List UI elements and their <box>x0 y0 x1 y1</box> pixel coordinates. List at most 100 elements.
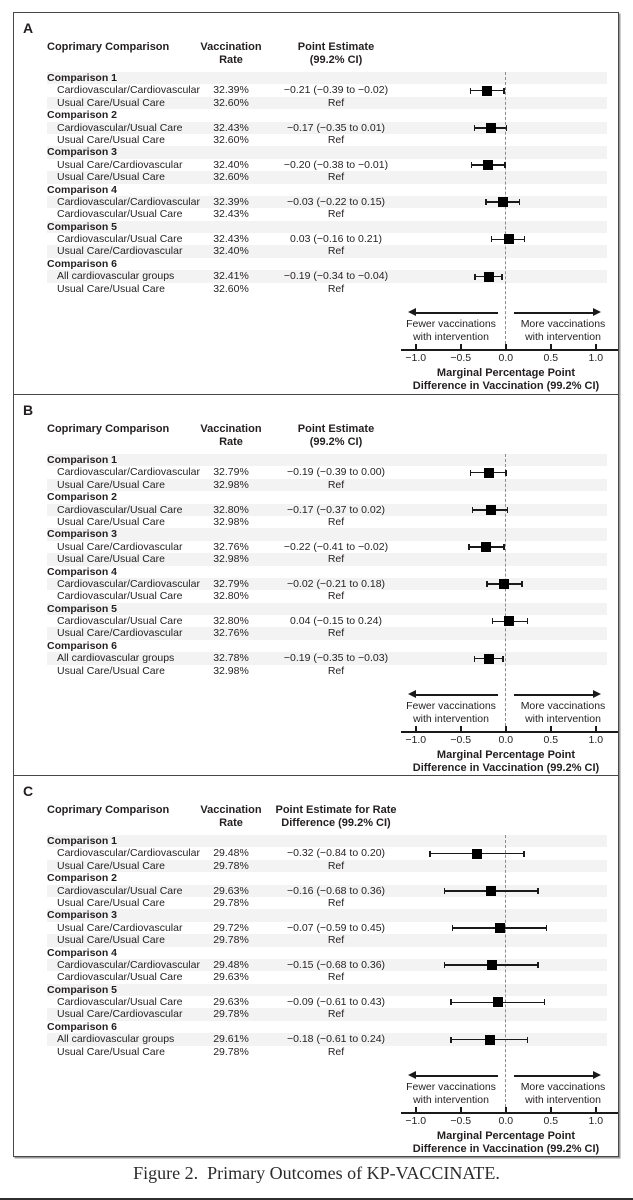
vaccination-rate: 32.80% <box>213 503 249 516</box>
vaccination-rate: 29.78% <box>213 1045 249 1058</box>
group-header-label: Comparison 4 <box>47 565 118 578</box>
x-axis-title-line1: Marginal Percentage Point <box>436 749 576 761</box>
vaccination-rate: 29.78% <box>213 859 249 872</box>
group-header-row: Comparison 2 <box>47 109 607 121</box>
vaccination-rate: 29.61% <box>213 1033 249 1046</box>
comparison-label: Cardiovascular/Usual Care <box>57 615 183 628</box>
group-header-label: Comparison 5 <box>47 602 118 615</box>
comparison-label: Cardiovascular/Usual Care <box>57 121 183 134</box>
fewer-vaccinations-label-line1: Fewer vaccinations <box>406 1081 496 1093</box>
axis-tick-label: −0.5 <box>450 1115 472 1127</box>
x-axis-title-line2: Difference in Vaccination (99.2% CI) <box>412 762 600 774</box>
table-row: Usual Care/Usual Care 32.60% Ref <box>47 134 607 146</box>
table-row: Cardiovascular/Usual Care 29.63% Ref <box>47 971 607 983</box>
comparison-label: Usual Care/Usual Care <box>57 553 165 566</box>
comparison-label: Usual Care/Cardiovascular <box>57 158 183 171</box>
panel: A Coprimary Comparison Vaccination Rate … <box>14 13 618 394</box>
group-header-row: Comparison 4 <box>47 566 607 578</box>
more-direction-line <box>514 1075 595 1077</box>
bottom-rule <box>0 1197 633 1200</box>
column-header-rate: Vaccination Rate <box>186 423 276 449</box>
vaccination-rate: 32.98% <box>213 664 249 677</box>
axis-tick-label: −1.0 <box>405 352 427 364</box>
group-header-label: Comparison 1 <box>47 72 118 84</box>
fewer-vaccinations-label-line2: with intervention <box>413 1093 489 1106</box>
point-estimate: Ref <box>327 590 345 603</box>
axis-tick-label: 0.5 <box>543 734 559 746</box>
comparison-label: Usual Care/Usual Care <box>57 1045 165 1058</box>
group-header-row: Comparison 1 <box>47 454 607 467</box>
table-row: Cardiovascular/Usual Care 32.80% 0.04 (−0.… <box>47 615 607 627</box>
comparison-label: Cardiovascular/Usual Care <box>57 996 183 1009</box>
comparison-label: Usual Care/Usual Care <box>57 478 165 491</box>
comparison-label: Cardiovascular/Usual Care <box>57 590 183 603</box>
group-header-row: Comparison 6 <box>47 1021 607 1033</box>
right-arrow-icon <box>593 1071 601 1080</box>
more-vaccinations-label-line1: More vaccinations <box>520 318 606 330</box>
table-row: Cardiovascular/Usual Care 32.43% −0.17 (−0… <box>47 121 607 134</box>
comparison-label: Cardiovascular/Cardiovascular <box>57 847 200 860</box>
vaccination-rate: 32.40% <box>213 245 249 258</box>
x-axis-title-line1: Marginal Percentage Point <box>436 367 576 379</box>
table-row: Cardiovascular/Cardiovascular 32.39% −0.03… <box>47 195 607 209</box>
group-header-label: Comparison 2 <box>47 872 118 885</box>
axis-tick <box>595 726 597 731</box>
fewer-vaccinations-label-line1: Fewer vaccinations <box>406 318 496 330</box>
comparison-table: Comparison 1 Cardiovascular/Cardiovascula… <box>47 72 607 295</box>
vaccination-rate: 32.79% <box>213 577 249 590</box>
x-axis-title: Marginal Percentage Point Difference in … <box>366 367 633 393</box>
axis-tick <box>505 726 507 731</box>
point-estimate: −0.09 (−0.61 to 0.43) <box>286 996 386 1009</box>
comparison-label: Cardiovascular/Cardiovascular <box>57 577 200 590</box>
axis-tick <box>415 1107 417 1112</box>
table-row: Usual Care/Usual Care 29.78% Ref <box>47 897 607 909</box>
vaccination-rate: 32.41% <box>213 270 249 283</box>
figure-caption-title: Primary Outcomes of KP-VACCINATE. <box>207 1163 500 1183</box>
point-estimate: −0.15 (−0.68 to 0.36) <box>286 958 386 971</box>
vaccination-rate: 29.63% <box>213 971 249 984</box>
table-row: Usual Care/Usual Care 32.60% Ref <box>47 96 607 110</box>
more-vaccinations-label-line1: More vaccinations <box>520 1081 606 1093</box>
point-estimate: Ref <box>327 553 345 566</box>
group-header-row: Comparison 4 <box>47 947 607 959</box>
group-header-label: Comparison 2 <box>47 109 118 122</box>
right-arrow-icon <box>593 690 601 699</box>
table-row: Cardiovascular/Usual Care 32.80% Ref <box>47 590 607 602</box>
point-estimate: Ref <box>327 282 345 295</box>
point-estimate: −0.17 (−0.37 to 0.02) <box>286 503 386 516</box>
comparison-table: Comparison 1 Cardiovascular/Cardiovascula… <box>47 835 607 1058</box>
axis-tick-label: 1.0 <box>588 734 604 746</box>
group-header-row: Comparison 4 <box>47 184 607 196</box>
group-header-label: Comparison 3 <box>47 909 118 922</box>
table-row: Usual Care/Usual Care 32.60% Ref <box>47 171 607 184</box>
fewer-direction-line <box>414 312 498 314</box>
group-header-label: Comparison 3 <box>47 146 118 159</box>
point-estimate: −0.02 (−0.21 to 0.18) <box>286 577 386 590</box>
comparison-label: All cardiovascular groups <box>57 270 175 283</box>
table-row: Usual Care/Usual Care 32.98% Ref <box>47 553 607 566</box>
column-header-comparison: Coprimary Comparison <box>47 804 170 816</box>
comparison-label: Usual Care/Usual Care <box>57 282 165 295</box>
table-row: Cardiovascular/Usual Care 32.43% Ref <box>47 208 607 220</box>
vaccination-rate: 29.48% <box>213 958 249 971</box>
group-header-row: Comparison 2 <box>47 872 607 884</box>
vaccination-rate: 29.78% <box>213 934 249 947</box>
table-row: Cardiovascular/Cardiovascular 29.48% −0.15… <box>47 958 607 972</box>
column-header-rate-line1: Vaccination <box>200 423 262 435</box>
comparison-label: Usual Care/Usual Care <box>57 515 165 528</box>
point-estimate: Ref <box>327 1045 345 1058</box>
group-header-row: Comparison 6 <box>47 640 607 652</box>
table-row: Cardiovascular/Usual Care 29.63% −0.16 (−0… <box>47 884 607 897</box>
vaccination-rate: 32.76% <box>213 540 249 553</box>
vaccination-rate: 32.39% <box>213 195 249 208</box>
figure-box: A Coprimary Comparison Vaccination Rate … <box>13 12 619 1157</box>
table-row: Cardiovascular/Usual Care 32.80% −0.17 (−0… <box>47 503 607 516</box>
vaccination-rate: 32.98% <box>213 515 249 528</box>
point-estimate: Ref <box>327 171 345 184</box>
column-header-estimate: Point Estimate (99.2% CI) <box>256 423 416 449</box>
fewer-vaccinations-label-line1: Fewer vaccinations <box>406 700 496 712</box>
vaccination-rate: 32.80% <box>213 590 249 603</box>
group-header-label: Comparison 3 <box>47 528 118 541</box>
table-row: Usual Care/Usual Care 29.78% Ref <box>47 1046 607 1058</box>
table-row: Usual Care/Usual Care 32.98% Ref <box>47 516 607 528</box>
